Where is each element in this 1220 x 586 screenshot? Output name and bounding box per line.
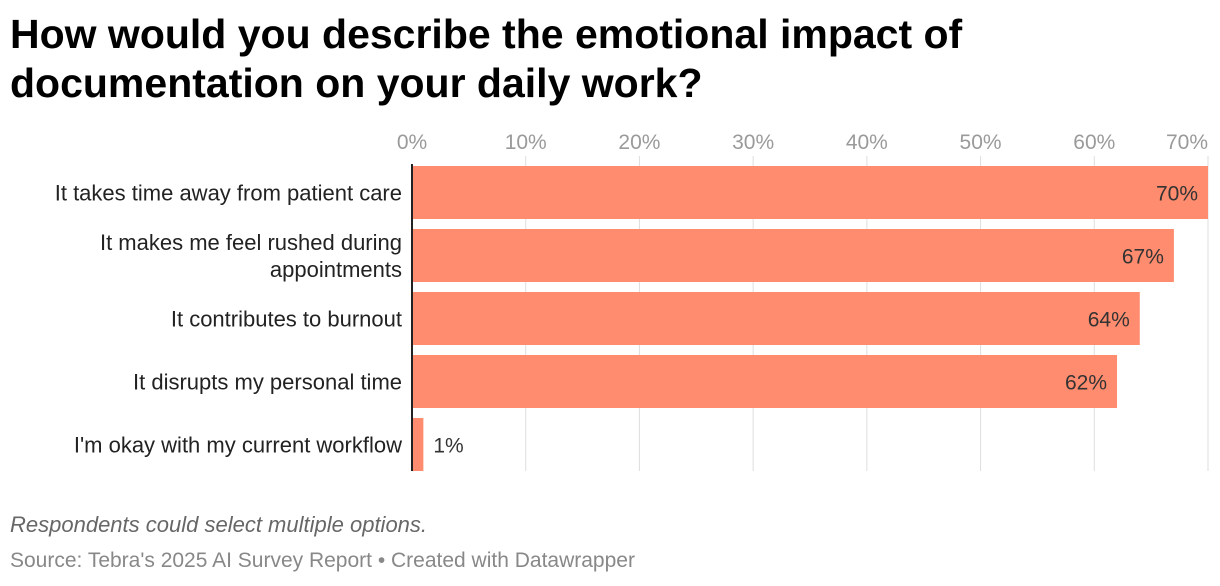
x-tick-label: 60% — [1073, 131, 1115, 154]
chart-source: Source: Tebra's 2025 AI Survey Report • … — [10, 549, 635, 572]
category-label: It disrupts my personal time — [133, 370, 402, 395]
category-label: It contributes to burnout — [171, 307, 402, 332]
bar — [412, 229, 1174, 282]
x-tick-label: 10% — [505, 131, 547, 154]
x-tick-label: 20% — [618, 131, 660, 154]
bar — [412, 355, 1118, 408]
x-tick-label: 0% — [397, 131, 427, 154]
chart-note: Respondents could select multiple option… — [10, 512, 428, 537]
x-tick-label: 50% — [960, 131, 1002, 154]
value-label: 64% — [1088, 309, 1130, 332]
chart-title: How would you describe the emotional imp… — [10, 11, 963, 106]
bar — [412, 166, 1208, 219]
x-tick-label: 40% — [846, 131, 888, 154]
x-tick-label: 70% — [1166, 131, 1208, 154]
value-label: 70% — [1156, 183, 1198, 206]
bar — [412, 418, 424, 471]
value-label: 62% — [1065, 372, 1107, 395]
category-label: It takes time away from patient care — [55, 181, 402, 206]
bar — [412, 292, 1140, 345]
bar-chart: 0% 10% 20% 30% 40% 50% 60% 70% It takes time awa… — [55, 131, 1209, 471]
category-label: It makes me feel rushed during appointmen… — [100, 230, 402, 282]
value-label: 1% — [433, 435, 463, 458]
value-label: 67% — [1122, 246, 1164, 269]
x-tick-label: 30% — [732, 131, 774, 154]
category-label: I'm okay with my current workflow — [74, 433, 402, 458]
